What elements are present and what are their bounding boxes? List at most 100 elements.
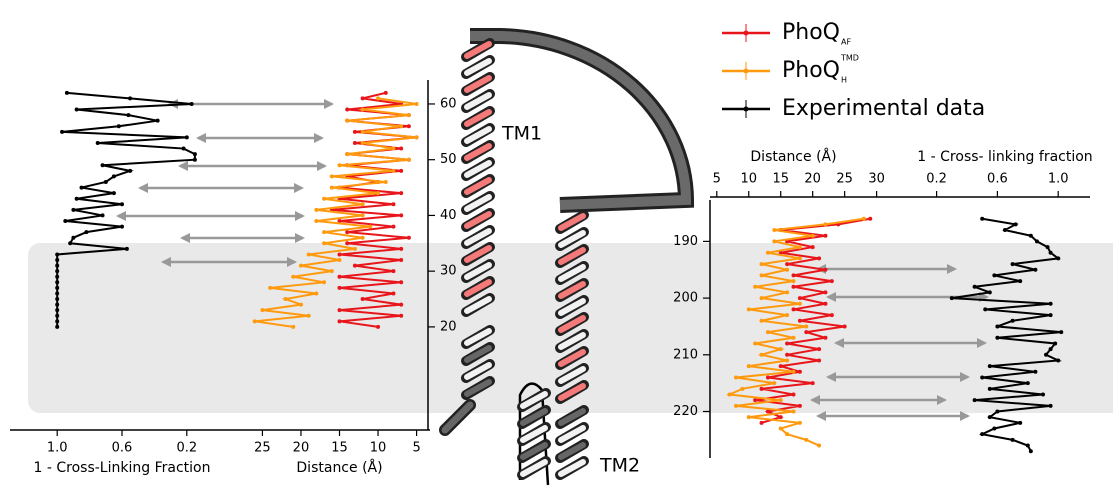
data-point bbox=[759, 386, 764, 391]
data-point bbox=[791, 335, 796, 340]
helix-turn bbox=[558, 383, 586, 401]
helix-turn bbox=[464, 109, 492, 127]
data-point bbox=[791, 284, 796, 289]
data-point bbox=[55, 302, 60, 307]
data-point bbox=[972, 398, 977, 403]
data-point bbox=[128, 96, 133, 101]
data-point bbox=[376, 191, 381, 196]
data-point bbox=[360, 129, 365, 134]
data-point bbox=[1025, 381, 1030, 386]
data-point bbox=[817, 256, 822, 261]
data-point bbox=[746, 364, 751, 369]
data-point bbox=[765, 409, 770, 414]
legend-dot bbox=[743, 106, 749, 112]
data-point bbox=[399, 146, 404, 151]
data-point bbox=[791, 307, 796, 312]
data-point bbox=[314, 219, 319, 224]
data-point bbox=[391, 291, 396, 296]
data-point bbox=[352, 140, 357, 145]
y-tick-label: 40 bbox=[440, 208, 457, 223]
data-point bbox=[406, 124, 411, 129]
helix-turn bbox=[520, 408, 548, 426]
data-point bbox=[992, 273, 997, 278]
helix-turn bbox=[464, 296, 492, 314]
data-point bbox=[391, 269, 396, 274]
data-point bbox=[360, 96, 365, 101]
data-point bbox=[376, 96, 381, 101]
tm2-label: TM2 bbox=[599, 455, 640, 477]
data-point bbox=[181, 146, 186, 151]
data-point bbox=[810, 233, 815, 238]
data-point bbox=[1010, 318, 1015, 323]
data-point bbox=[987, 415, 992, 420]
data-point bbox=[399, 313, 404, 318]
data-point bbox=[84, 230, 89, 235]
data-point bbox=[817, 347, 822, 352]
axis-label: Distance (Å) bbox=[750, 148, 836, 165]
data-point bbox=[298, 302, 303, 307]
x-tick-label: 5 bbox=[412, 441, 420, 456]
data-point bbox=[55, 285, 60, 290]
data-point bbox=[268, 285, 273, 290]
data-point bbox=[1018, 279, 1023, 284]
data-point bbox=[1048, 301, 1053, 306]
data-point bbox=[797, 403, 802, 408]
data-point bbox=[983, 307, 988, 312]
data-point bbox=[120, 202, 124, 207]
data-point bbox=[980, 375, 985, 380]
data-point bbox=[804, 437, 809, 442]
data-point bbox=[329, 185, 334, 190]
helix-turn bbox=[558, 366, 586, 384]
helix-turn bbox=[464, 345, 492, 363]
data-point bbox=[1048, 347, 1053, 352]
legend-subscript: H bbox=[841, 76, 847, 85]
data-point bbox=[1025, 443, 1030, 448]
helix-turn bbox=[464, 41, 492, 59]
data-point bbox=[791, 273, 796, 278]
data-point bbox=[345, 152, 350, 157]
data-point bbox=[778, 364, 783, 369]
data-point bbox=[383, 90, 388, 95]
data-point bbox=[987, 290, 992, 295]
data-point bbox=[1056, 256, 1061, 261]
data-point bbox=[753, 341, 758, 346]
data-point bbox=[399, 280, 404, 285]
data-point bbox=[360, 202, 365, 207]
data-point bbox=[823, 290, 828, 295]
data-point bbox=[95, 140, 100, 145]
helix-turn bbox=[520, 391, 548, 409]
data-point bbox=[55, 258, 60, 263]
data-point bbox=[345, 230, 350, 235]
data-point bbox=[797, 301, 802, 306]
data-point bbox=[797, 420, 802, 425]
data-point bbox=[184, 135, 189, 140]
data-point bbox=[1010, 262, 1015, 267]
y-tick-label: 20 bbox=[440, 319, 457, 334]
data-point bbox=[842, 324, 847, 329]
data-point bbox=[126, 113, 131, 118]
legend-label: PhoQ bbox=[782, 20, 840, 45]
data-point bbox=[785, 313, 790, 318]
x-tick-label: 5 bbox=[713, 172, 721, 187]
data-point bbox=[399, 124, 404, 129]
helix-turn bbox=[558, 332, 586, 350]
data-point bbox=[778, 347, 783, 352]
legend-label: PhoQ bbox=[782, 58, 840, 83]
legend-dot bbox=[743, 68, 749, 74]
helix-tail bbox=[441, 401, 474, 434]
x-tick-label: 0.6 bbox=[112, 441, 133, 456]
data-point bbox=[759, 420, 764, 425]
data-point bbox=[791, 279, 796, 284]
data-point bbox=[829, 313, 834, 318]
data-point bbox=[306, 252, 311, 257]
data-point bbox=[55, 269, 60, 274]
data-point bbox=[55, 280, 60, 285]
helix-turn bbox=[464, 328, 492, 346]
data-point bbox=[337, 285, 342, 290]
data-point bbox=[298, 263, 303, 268]
data-point bbox=[778, 398, 783, 403]
data-point bbox=[314, 291, 319, 296]
data-point bbox=[980, 432, 985, 437]
data-point bbox=[810, 245, 815, 250]
data-point bbox=[368, 224, 373, 229]
